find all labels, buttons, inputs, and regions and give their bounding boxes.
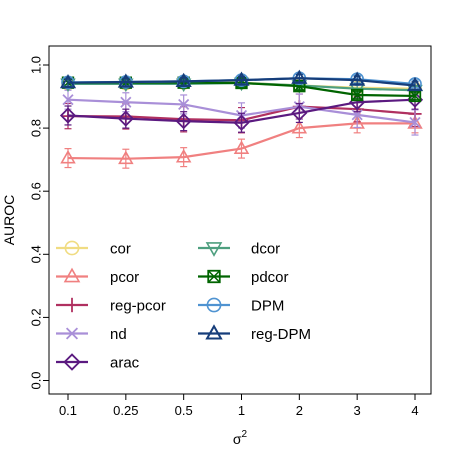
legend-label: pcor	[110, 269, 139, 286]
point-marker	[233, 114, 250, 131]
marker-stroke	[207, 269, 221, 284]
point-marker	[205, 324, 223, 340]
legend-item-pdcor: pdcor	[198, 269, 289, 286]
point-marker	[117, 110, 134, 127]
point-marker	[349, 71, 366, 86]
point-marker	[63, 353, 81, 371]
point-marker	[60, 149, 76, 164]
point-marker	[64, 240, 80, 256]
legend-label: arac	[110, 354, 140, 371]
point-marker	[65, 327, 79, 340]
point-marker	[64, 297, 80, 313]
marker-stroke	[409, 116, 421, 129]
point-marker	[205, 242, 223, 257]
point-marker	[59, 107, 77, 124]
x-tick-label: 0.5	[175, 403, 193, 418]
point-marker	[406, 76, 424, 92]
marker-stroke	[65, 327, 79, 340]
point-marker	[175, 148, 192, 163]
y-tick-label: 1.0	[29, 56, 44, 74]
point-marker	[175, 113, 192, 130]
y-axis-title: AUROC	[1, 195, 17, 246]
x-tick-label: 4	[411, 403, 418, 418]
marker-stroke	[120, 96, 132, 108]
y-tick-label: 0.8	[29, 119, 44, 137]
legend-label: nd	[110, 326, 127, 343]
x-axis-title: σ2	[233, 429, 248, 447]
x-tick-label: 1	[238, 403, 245, 418]
point-marker	[178, 98, 190, 111]
legend-label: cor	[110, 240, 131, 257]
data-series	[59, 69, 424, 169]
x-tick-label: 0.1	[59, 403, 77, 418]
legend-item-arac: arac	[56, 353, 140, 371]
point-marker	[120, 96, 132, 108]
legend-label: pdcor	[251, 269, 289, 286]
point-marker	[118, 150, 134, 165]
point-marker	[59, 74, 77, 89]
marker-stroke	[62, 94, 74, 106]
x-tick-label: 3	[354, 403, 361, 418]
marker-stroke	[351, 89, 363, 101]
x-tick-label: 0.25	[113, 403, 138, 418]
legend-label: DPM	[251, 297, 284, 314]
point-marker	[291, 69, 308, 84]
series-reg-dpm	[59, 69, 424, 92]
point-marker	[117, 73, 134, 88]
y-tick-label: 0.2	[29, 308, 44, 326]
x-axis-title-base: σ	[233, 431, 242, 447]
legend-item-dcor: dcor	[198, 240, 280, 257]
legend-label: dcor	[251, 240, 280, 257]
legend-item-dpm: DPM	[198, 297, 284, 314]
point-marker	[207, 269, 221, 284]
legend-label: reg-DPM	[251, 326, 311, 343]
legend-item-cor: cor	[56, 240, 131, 257]
x-axis-title-superscript: 2	[242, 429, 248, 440]
legend-label: reg-pcor	[110, 297, 166, 314]
point-marker	[409, 116, 421, 129]
legend-item-pcor: pcor	[56, 267, 139, 286]
legend: cor pcor reg-pcor nd arac dcor pdcor DPM reg-DPM	[56, 240, 311, 371]
x-tick-label: 2	[296, 403, 303, 418]
y-tick-label: 0.4	[29, 245, 44, 263]
legend-item-nd: nd	[56, 326, 127, 343]
y-tick-label: 0.0	[29, 371, 44, 389]
y-tick-label: 0.6	[29, 182, 44, 200]
point-marker	[62, 94, 74, 106]
marker-stroke	[350, 88, 364, 102]
marker-stroke	[207, 270, 221, 283]
point-marker	[233, 140, 250, 155]
point-marker	[175, 72, 192, 88]
axes: 0.0 0.2 0.4 0.6 0.8 1.0 0.1 0.25 0.5 1 2 3 4	[29, 56, 419, 418]
marker-stroke	[178, 98, 190, 111]
legend-item-reg-dpm: reg-DPM	[198, 324, 311, 343]
point-marker	[350, 88, 364, 102]
series-line	[67, 98, 416, 124]
point-marker	[206, 297, 222, 313]
point-marker	[291, 104, 308, 122]
marker-stroke	[409, 90, 421, 102]
series-line	[67, 77, 416, 87]
legend-item-reg-pcor: reg-pcor	[56, 297, 166, 314]
plot-frame	[48, 45, 432, 395]
point-marker	[233, 71, 250, 86]
point-marker	[291, 119, 308, 134]
point-marker	[63, 267, 81, 283]
